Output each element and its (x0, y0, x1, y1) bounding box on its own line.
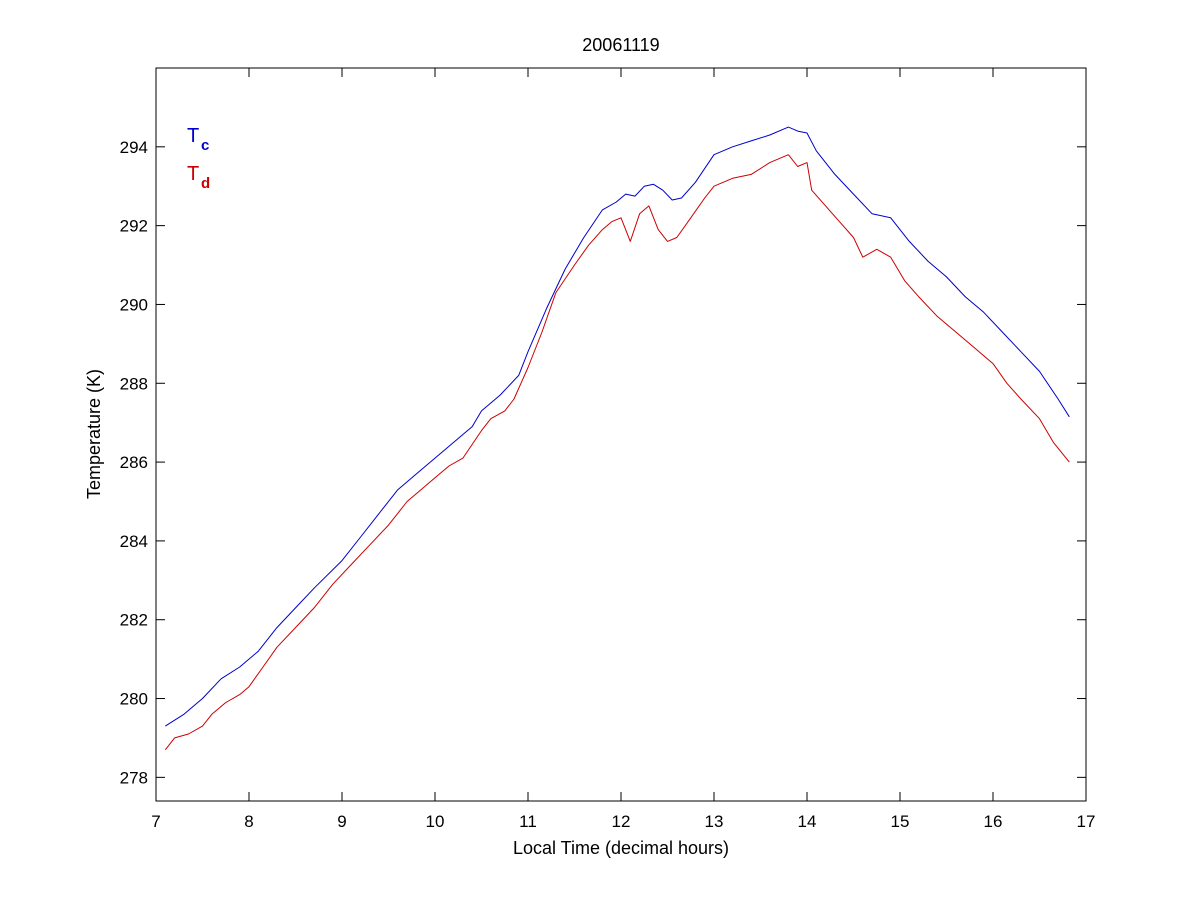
y-tick-label: 286 (120, 453, 148, 472)
legend-label: T (187, 125, 199, 147)
y-tick-label: 288 (120, 374, 148, 393)
x-tick-label: 11 (519, 812, 537, 831)
y-axis-title: Temperature (K) (84, 369, 104, 499)
x-tick-label: 7 (151, 812, 160, 831)
legend-subscript: d (201, 175, 210, 192)
x-tick-label: 12 (612, 812, 631, 831)
x-tick-label: 13 (705, 812, 724, 831)
x-tick-label: 10 (426, 812, 445, 831)
y-tick-label: 280 (120, 690, 148, 709)
x-tick-label: 8 (244, 812, 253, 831)
y-tick-label: 278 (120, 768, 148, 787)
plot-area (164, 126, 1070, 751)
series-line-Td (164, 154, 1070, 751)
y-tick-label: 294 (120, 138, 148, 157)
axis-ticks: 7 8 9 10 11 12 13 14 15 16 17 278 280 282 284 286 288 290… (120, 68, 1096, 831)
x-tick-label: 17 (1077, 812, 1096, 831)
chart-title: 20061119 (582, 35, 659, 55)
y-tick-label: 284 (120, 532, 148, 551)
x-tick-label: 16 (984, 812, 1003, 831)
legend-subscript: c (201, 137, 209, 154)
y-tick-label: 292 (120, 217, 148, 236)
axes-frame (155, 67, 1087, 802)
x-tick-label: 9 (337, 812, 346, 831)
y-tick-label: 290 (120, 295, 148, 314)
series-line-Tc (165, 126, 1070, 727)
x-tick-label: 15 (891, 812, 910, 831)
x-axis-title: Local Time (decimal hours) (513, 838, 729, 858)
y-tick-label: 282 (120, 611, 148, 630)
legend-label: T (187, 163, 199, 185)
x-tick-label: 14 (798, 812, 817, 831)
